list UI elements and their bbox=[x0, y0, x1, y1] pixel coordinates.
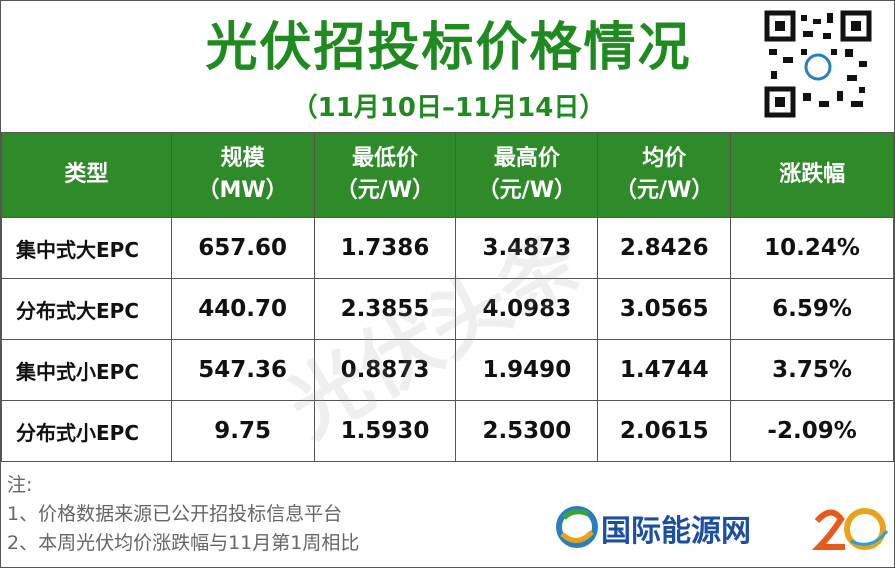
table-cell: 1.5930 bbox=[313, 400, 457, 462]
column-unit: （元/W） bbox=[615, 178, 714, 203]
column-unit: （MW） bbox=[197, 178, 288, 203]
column-label: 涨跌幅 bbox=[779, 162, 846, 187]
table-cell: 2.0615 bbox=[597, 400, 732, 462]
subtitle: （11月10日–11月14日） bbox=[291, 93, 606, 123]
table-cell: 分布式大EPC bbox=[1, 278, 172, 340]
price-table: 类型 规模 （MW） 最低价 （元/W） 最高价 （元/W） 均价 （元/W） 涨跌幅 集中式大E… bbox=[1, 132, 894, 462]
title: 光伏招投标价格情况 bbox=[205, 18, 692, 78]
table-cell: -2.09% bbox=[730, 400, 894, 462]
table-cell: 10.24% bbox=[730, 217, 894, 279]
table-cell: 6.59% bbox=[730, 278, 894, 340]
logo-text: 国际能源网 bbox=[601, 514, 751, 549]
header-row: 类型 规模 （MW） 最低价 （元/W） 最高价 （元/W） 均价 （元/W） 涨跌幅 bbox=[1, 132, 894, 218]
table-row: 分布式小EPC 9.75 1.5930 2.5300 2.0615 -2.09% bbox=[1, 400, 894, 462]
table-cell: 1.9490 bbox=[455, 339, 599, 401]
qr-code bbox=[763, 9, 873, 119]
table-cell: 2.5300 bbox=[455, 400, 599, 462]
table-cell: 3.0565 bbox=[597, 278, 732, 340]
column-label: 规模 bbox=[220, 146, 265, 171]
column-label: 类型 bbox=[64, 162, 109, 187]
table-cell: 0.8873 bbox=[313, 339, 457, 401]
table-cell: 4.0983 bbox=[455, 278, 599, 340]
table-cell: 2.8426 bbox=[597, 217, 732, 279]
table-row: 分布式大EPC 440.70 2.3855 4.0983 3.0565 6.59% bbox=[1, 278, 894, 340]
table-cell: 547.36 bbox=[170, 339, 315, 401]
table-row: 集中式小EPC 547.36 0.8873 1.9490 1.4744 3.75% bbox=[1, 339, 894, 401]
column-label: 最低价 bbox=[351, 146, 418, 171]
table-cell: 3.75% bbox=[730, 339, 894, 401]
table-row: 集中式大EPC 657.60 1.7386 3.4873 2.8426 10.24% bbox=[1, 217, 894, 279]
column-label: 最高价 bbox=[493, 146, 560, 171]
table-cell: 440.70 bbox=[170, 278, 315, 340]
table-cell: 1.7386 bbox=[313, 217, 457, 279]
notes-heading: 注: bbox=[7, 474, 33, 496]
column-header: 规模 （MW） bbox=[170, 132, 315, 218]
column-header: 涨跌幅 bbox=[730, 132, 894, 218]
table-cell: 9.75 bbox=[170, 400, 315, 462]
column-header: 均价 （元/W） bbox=[597, 132, 732, 218]
logo-icon bbox=[556, 506, 598, 548]
table-cell: 集中式大EPC bbox=[1, 217, 172, 279]
notes: 注: 1、价格数据来源已公开招投标信息平台 2、本周光伏均价涨跌幅与11月第1周相… bbox=[7, 471, 359, 558]
table-cell: 657.60 bbox=[170, 217, 315, 279]
column-unit: （元/W） bbox=[477, 178, 576, 203]
table-cell: 分布式小EPC bbox=[1, 400, 172, 462]
column-label: 均价 bbox=[642, 146, 687, 171]
column-header: 类型 bbox=[1, 132, 172, 218]
anniversary-logo bbox=[811, 508, 889, 550]
table-cell: 3.4873 bbox=[455, 217, 599, 279]
table-cell: 2.3855 bbox=[313, 278, 457, 340]
column-unit: （元/W） bbox=[335, 178, 435, 203]
table-cell: 集中式小EPC bbox=[1, 339, 172, 401]
column-header: 最高价 （元/W） bbox=[455, 132, 599, 218]
note-item: 1、价格数据来源已公开招投标信息平台 bbox=[7, 503, 343, 525]
column-header: 最低价 （元/W） bbox=[313, 132, 457, 218]
table-cell: 1.4744 bbox=[597, 339, 732, 401]
note-item: 2、本周光伏均价涨跌幅与11月第1周相比 bbox=[7, 532, 360, 554]
